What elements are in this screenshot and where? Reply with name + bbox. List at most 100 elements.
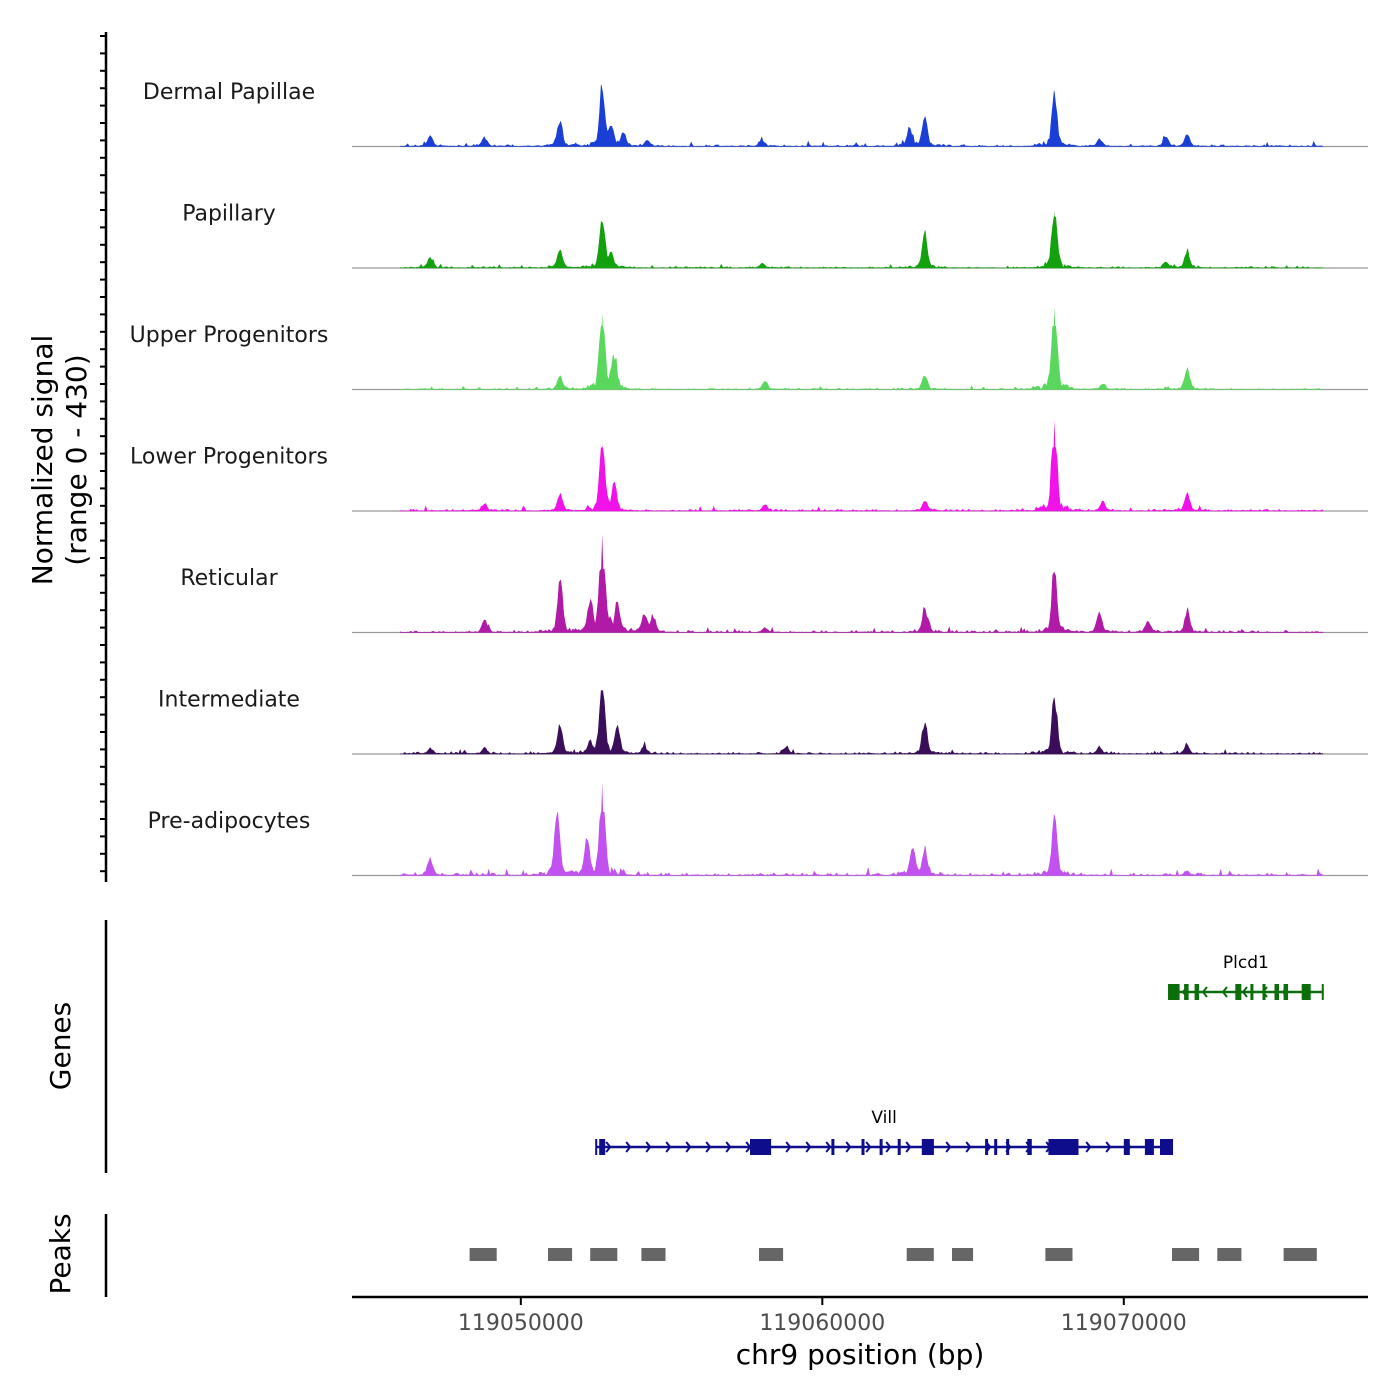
track-papillary: Papillary bbox=[182, 202, 1368, 269]
track-peak bbox=[599, 92, 606, 147]
signal-axis-ticks bbox=[100, 35, 106, 873]
track-label: Dermal Papillae bbox=[143, 80, 315, 105]
track-peak bbox=[921, 725, 928, 754]
gene-strand-arrow bbox=[725, 1141, 732, 1153]
track-peak bbox=[599, 313, 606, 390]
gene-strand-arrow bbox=[885, 1141, 892, 1153]
track-peak bbox=[921, 121, 928, 147]
gene-strand-arrow bbox=[805, 1141, 812, 1153]
track-peak bbox=[650, 619, 657, 633]
gene-exon bbox=[985, 1139, 989, 1155]
x-axis-title: chr9 position (bp) bbox=[736, 1338, 985, 1371]
gene-exon bbox=[994, 1139, 998, 1155]
track-peak bbox=[557, 122, 563, 147]
track-peak bbox=[921, 236, 928, 268]
track-peak bbox=[481, 622, 488, 633]
track-peak bbox=[427, 258, 434, 268]
gene-name-label: Vill bbox=[871, 1108, 896, 1128]
track-peak bbox=[644, 141, 651, 147]
track-peak bbox=[1051, 420, 1058, 511]
track-peak bbox=[921, 853, 928, 876]
track-peak bbox=[1184, 371, 1191, 390]
track-peak bbox=[1096, 614, 1103, 633]
peak-region bbox=[469, 1248, 497, 1261]
track-peak bbox=[1099, 384, 1106, 390]
gene-strand-arrow bbox=[1085, 1141, 1092, 1153]
gene-strand-arrow bbox=[1221, 986, 1228, 998]
track-label: Reticular bbox=[180, 566, 278, 591]
track-peak bbox=[1096, 139, 1103, 147]
peak-region bbox=[759, 1248, 784, 1261]
track-signal-area bbox=[399, 568, 1324, 633]
track-label: Intermediate bbox=[158, 688, 300, 713]
gene-exon bbox=[1169, 984, 1180, 1000]
track-peak bbox=[641, 747, 648, 754]
gene-models: Plcd1 Vill bbox=[595, 953, 1324, 1155]
gene-strand-arrow bbox=[645, 1141, 652, 1153]
genes-ylabel: Genes bbox=[44, 1002, 77, 1090]
track-peak bbox=[1096, 747, 1103, 754]
gene-exon bbox=[1283, 984, 1289, 1000]
gene-exon bbox=[1274, 984, 1279, 1000]
gene-exon bbox=[1027, 1139, 1032, 1155]
track-label: Upper Progenitors bbox=[130, 323, 329, 348]
gene-exon bbox=[831, 1139, 835, 1155]
gene-exon bbox=[1123, 1139, 1130, 1155]
track-peak bbox=[762, 505, 768, 511]
gene-exon bbox=[1160, 1139, 1173, 1155]
track-peak bbox=[587, 606, 594, 633]
peak-region bbox=[1045, 1248, 1073, 1261]
peak-region bbox=[590, 1248, 618, 1261]
peak-region bbox=[641, 1248, 666, 1261]
track-lower-progenitors: Lower Progenitors bbox=[130, 420, 1368, 512]
track-signal-area bbox=[399, 447, 1324, 512]
gene-exon bbox=[1144, 1139, 1154, 1155]
track-peak bbox=[921, 610, 928, 633]
peaks-ylabel: Peaks bbox=[44, 1213, 77, 1294]
x-tick-label: 119070000 bbox=[1061, 1311, 1187, 1336]
gene-name-label: Plcd1 bbox=[1223, 953, 1269, 973]
track-peak bbox=[1051, 211, 1058, 268]
track-peak bbox=[921, 376, 928, 390]
track-peak bbox=[557, 726, 563, 754]
signal-ylabel-line1: Normalized signal bbox=[26, 335, 59, 586]
track-signal-area bbox=[399, 811, 1324, 877]
track-peak bbox=[1099, 503, 1106, 511]
genes-panel: Genes Plcd1 Vill bbox=[44, 920, 1324, 1173]
gene-exon bbox=[599, 1139, 606, 1155]
gene-exon bbox=[1235, 984, 1242, 1000]
peak-region bbox=[1217, 1248, 1242, 1261]
track-peak bbox=[762, 381, 768, 390]
track-peak bbox=[481, 138, 488, 147]
gene-exon bbox=[861, 1139, 865, 1155]
track-peak bbox=[1051, 573, 1058, 633]
track-signal-area bbox=[399, 325, 1323, 390]
track-reticular: Reticular bbox=[180, 534, 1368, 634]
track-peak bbox=[557, 249, 563, 268]
gene-strand-arrow bbox=[825, 1141, 832, 1153]
signal-tracks: Dermal Papillae Papillary Upper Progenitor… bbox=[130, 80, 1368, 877]
track-peak bbox=[1184, 746, 1191, 754]
gene-exon bbox=[750, 1139, 772, 1155]
track-peak bbox=[614, 603, 621, 633]
gene-strand-arrow bbox=[685, 1141, 692, 1153]
track-label: Lower Progenitors bbox=[130, 445, 328, 470]
track-peak bbox=[1184, 253, 1191, 268]
gene-exon bbox=[1262, 984, 1266, 1000]
gene-strand-arrow bbox=[605, 1141, 612, 1153]
gene-strand-arrow bbox=[705, 1141, 712, 1153]
track-peak bbox=[427, 748, 434, 754]
gene-exon bbox=[1301, 984, 1311, 1000]
gene-exon bbox=[1006, 1139, 1010, 1155]
track-peak bbox=[584, 844, 591, 876]
track-peak bbox=[641, 615, 648, 633]
track-peak bbox=[557, 583, 563, 633]
gene-strand-arrow bbox=[965, 1141, 972, 1153]
track-peak bbox=[1184, 136, 1191, 147]
track-peak bbox=[759, 264, 765, 268]
gene-strand-arrow bbox=[1201, 986, 1208, 998]
track-peak bbox=[762, 628, 768, 633]
signal-ylabel: Normalized signal (range 0 - 430) bbox=[26, 335, 93, 586]
track-peak bbox=[611, 487, 618, 511]
peak-region bbox=[1283, 1248, 1317, 1261]
